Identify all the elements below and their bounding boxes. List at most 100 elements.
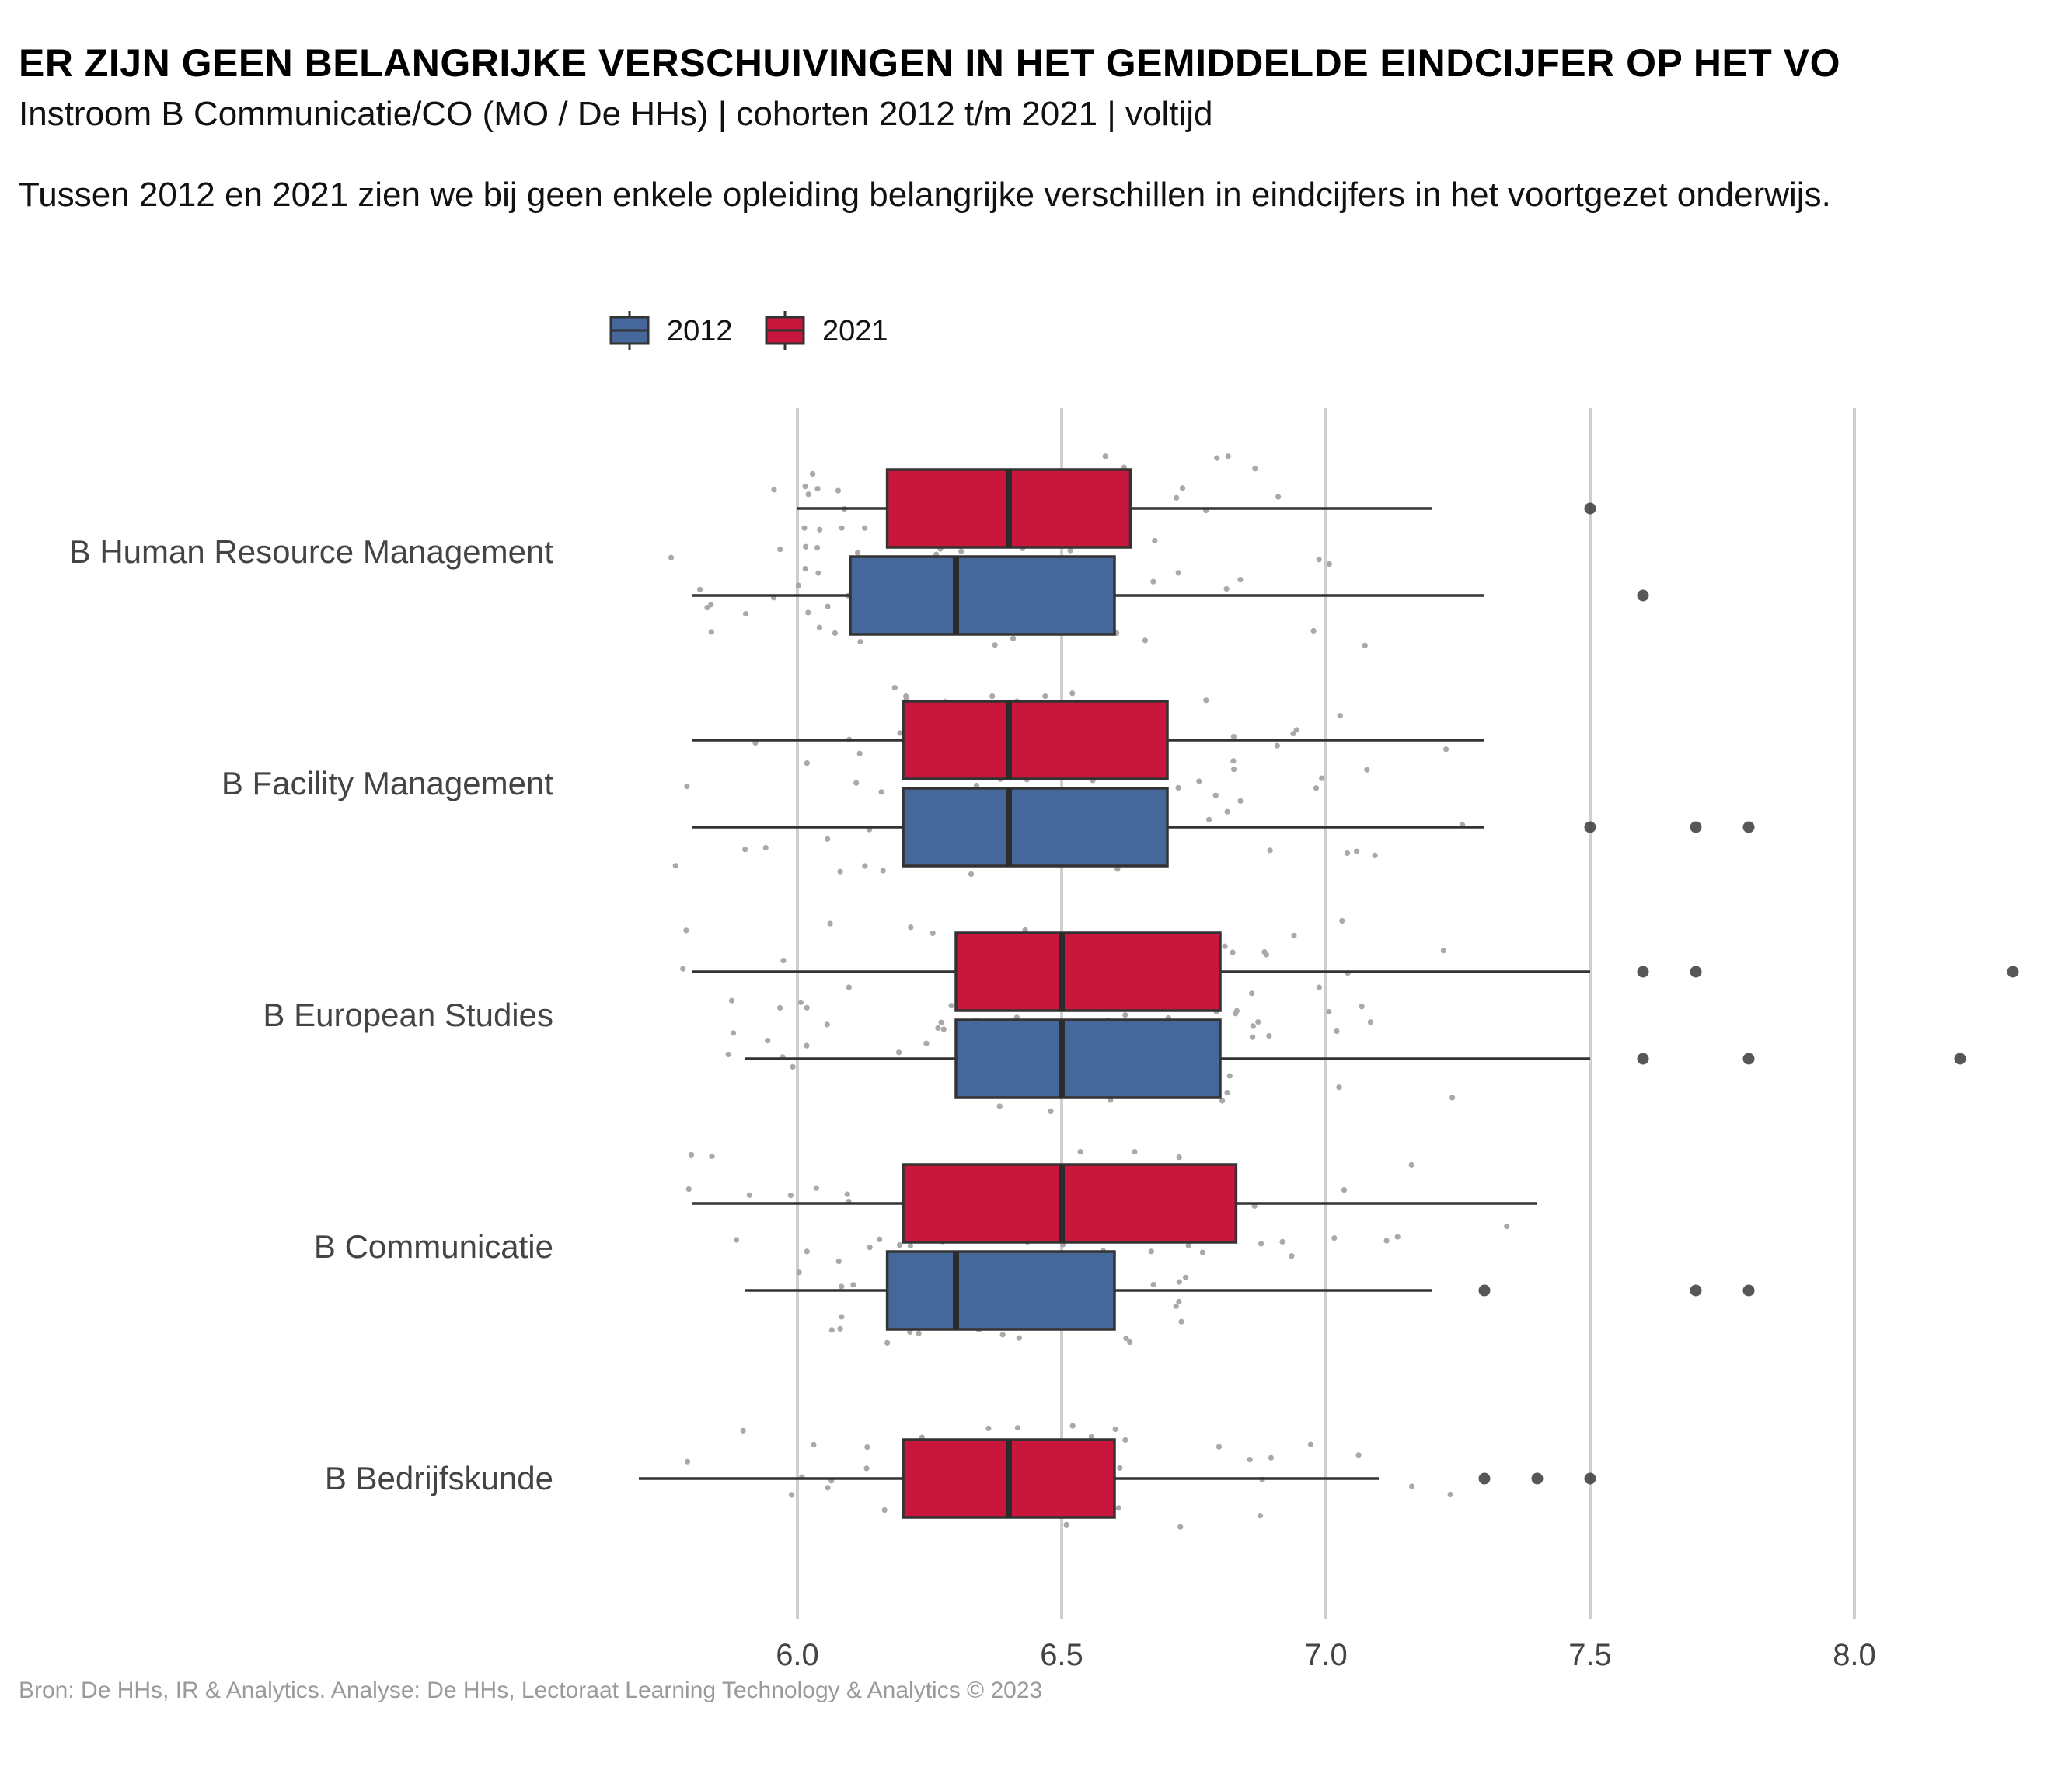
jitter-point (1224, 808, 1230, 815)
jitter-point (1176, 1154, 1182, 1161)
jitter-point (1279, 1238, 1285, 1245)
jitter-point (1440, 947, 1447, 954)
jitter-point (1449, 1095, 1456, 1101)
jitter-point (742, 611, 749, 617)
box-2012 (692, 555, 1649, 636)
category-label: B Human Resource Management (69, 533, 554, 570)
jitter-point (771, 487, 777, 493)
jitter-point (863, 1465, 870, 1472)
jitter-point (777, 1004, 783, 1011)
jitter-point (958, 548, 964, 554)
x-tick-label: 7.5 (1568, 1638, 1612, 1672)
box-2021 (692, 1163, 1537, 1244)
jitter-point (733, 1237, 740, 1243)
jitter-point (805, 609, 811, 616)
jitter-point (1122, 1011, 1128, 1018)
jitter-point (683, 927, 689, 934)
jitter-point (878, 789, 884, 795)
category-label: B Facility Management (222, 765, 554, 801)
jitter-point (1267, 847, 1273, 854)
box (902, 787, 1169, 868)
jitter-point (1122, 1437, 1128, 1443)
jitter-point (1247, 1457, 1253, 1463)
jitter-point (1132, 1149, 1138, 1155)
x-tick-label: 6.5 (1040, 1638, 1083, 1672)
jitter-point (1237, 798, 1244, 804)
jitter-point (884, 1339, 891, 1346)
jitter-point (1226, 1073, 1233, 1079)
jitter-point (1069, 690, 1076, 697)
box (902, 700, 1169, 780)
jitter-point (1383, 1238, 1390, 1244)
jitter-point (923, 1040, 930, 1046)
jitter-point (1255, 1018, 1261, 1025)
jitter-point (804, 1248, 810, 1255)
jitter-point (824, 1021, 830, 1028)
jitter-point (857, 638, 863, 645)
jitter-point (844, 1191, 850, 1197)
outlier-point (1690, 821, 1702, 833)
legend-label: 2021 (822, 315, 888, 347)
jitter-point (1249, 990, 1255, 997)
jitter-point (1203, 697, 1209, 704)
jitter-point (1112, 1426, 1118, 1432)
jitter-point (1069, 1423, 1076, 1429)
jitter-point (814, 544, 821, 551)
jitter-point (765, 1038, 771, 1044)
box-2021 (639, 1438, 1596, 1519)
jitter-point (1252, 466, 1258, 472)
jitter-point (1183, 1274, 1189, 1280)
jitter-point (880, 868, 886, 874)
jitter-point (1339, 917, 1345, 924)
jitter-point (685, 1186, 692, 1193)
chart-description: Tussen 2012 en 2021 zien we bij geen enk… (19, 176, 1831, 214)
jitter-point (708, 629, 714, 635)
jitter-point (796, 1269, 802, 1276)
chart-caption: Bron: De HHs, IR & Analytics. Analyse: D… (19, 1678, 1043, 1703)
jitter-point (1117, 1465, 1123, 1471)
category-label: B Bedrijfskunde (325, 1460, 553, 1496)
jitter-point (1326, 1008, 1332, 1015)
jitter-point (850, 1282, 856, 1288)
jitter-point (1176, 1279, 1182, 1285)
jitter-point (1067, 547, 1073, 554)
jitter-point (680, 966, 686, 972)
jitter-point (825, 1485, 831, 1491)
jitter-point (1225, 453, 1231, 459)
jitter-point (854, 550, 861, 556)
jitter-point (708, 602, 714, 608)
jitter-point (832, 630, 839, 637)
jitter-point (862, 863, 868, 869)
jitter-point (1214, 455, 1220, 461)
jitter-point (725, 1051, 731, 1058)
jitter-point (1231, 767, 1237, 773)
jitter-point (795, 582, 801, 588)
jitter-point (1185, 1242, 1191, 1248)
jitter-point (1275, 494, 1282, 500)
jitter-point (1230, 758, 1237, 764)
jitter-point (1175, 570, 1181, 576)
jitter-point (1042, 693, 1048, 700)
outlier-point (1584, 821, 1596, 833)
category-label: B Communicatie (314, 1228, 553, 1265)
jitter-point (1354, 848, 1360, 854)
jitter-point (1442, 746, 1449, 753)
jitter-point (790, 1063, 796, 1070)
jitter-point (787, 1193, 794, 1199)
jitter-point (1266, 1032, 1272, 1039)
jitter-point (1022, 927, 1028, 933)
jitter-point (1223, 585, 1230, 592)
outlier-point (2007, 966, 2019, 978)
jitter-point (1178, 1318, 1184, 1325)
box-2012 (692, 787, 1755, 868)
jitter-point (780, 958, 787, 964)
jitter-point (1331, 1235, 1338, 1241)
jitter-point (1310, 627, 1317, 634)
jitter-point (740, 1427, 746, 1434)
jitter-point (1268, 1454, 1275, 1461)
jitter-point (867, 1245, 873, 1251)
jitter-point (1355, 1452, 1362, 1458)
jitter-point (1077, 1148, 1083, 1155)
jitter-point (1148, 1248, 1154, 1255)
jitter-point (1177, 1524, 1184, 1530)
